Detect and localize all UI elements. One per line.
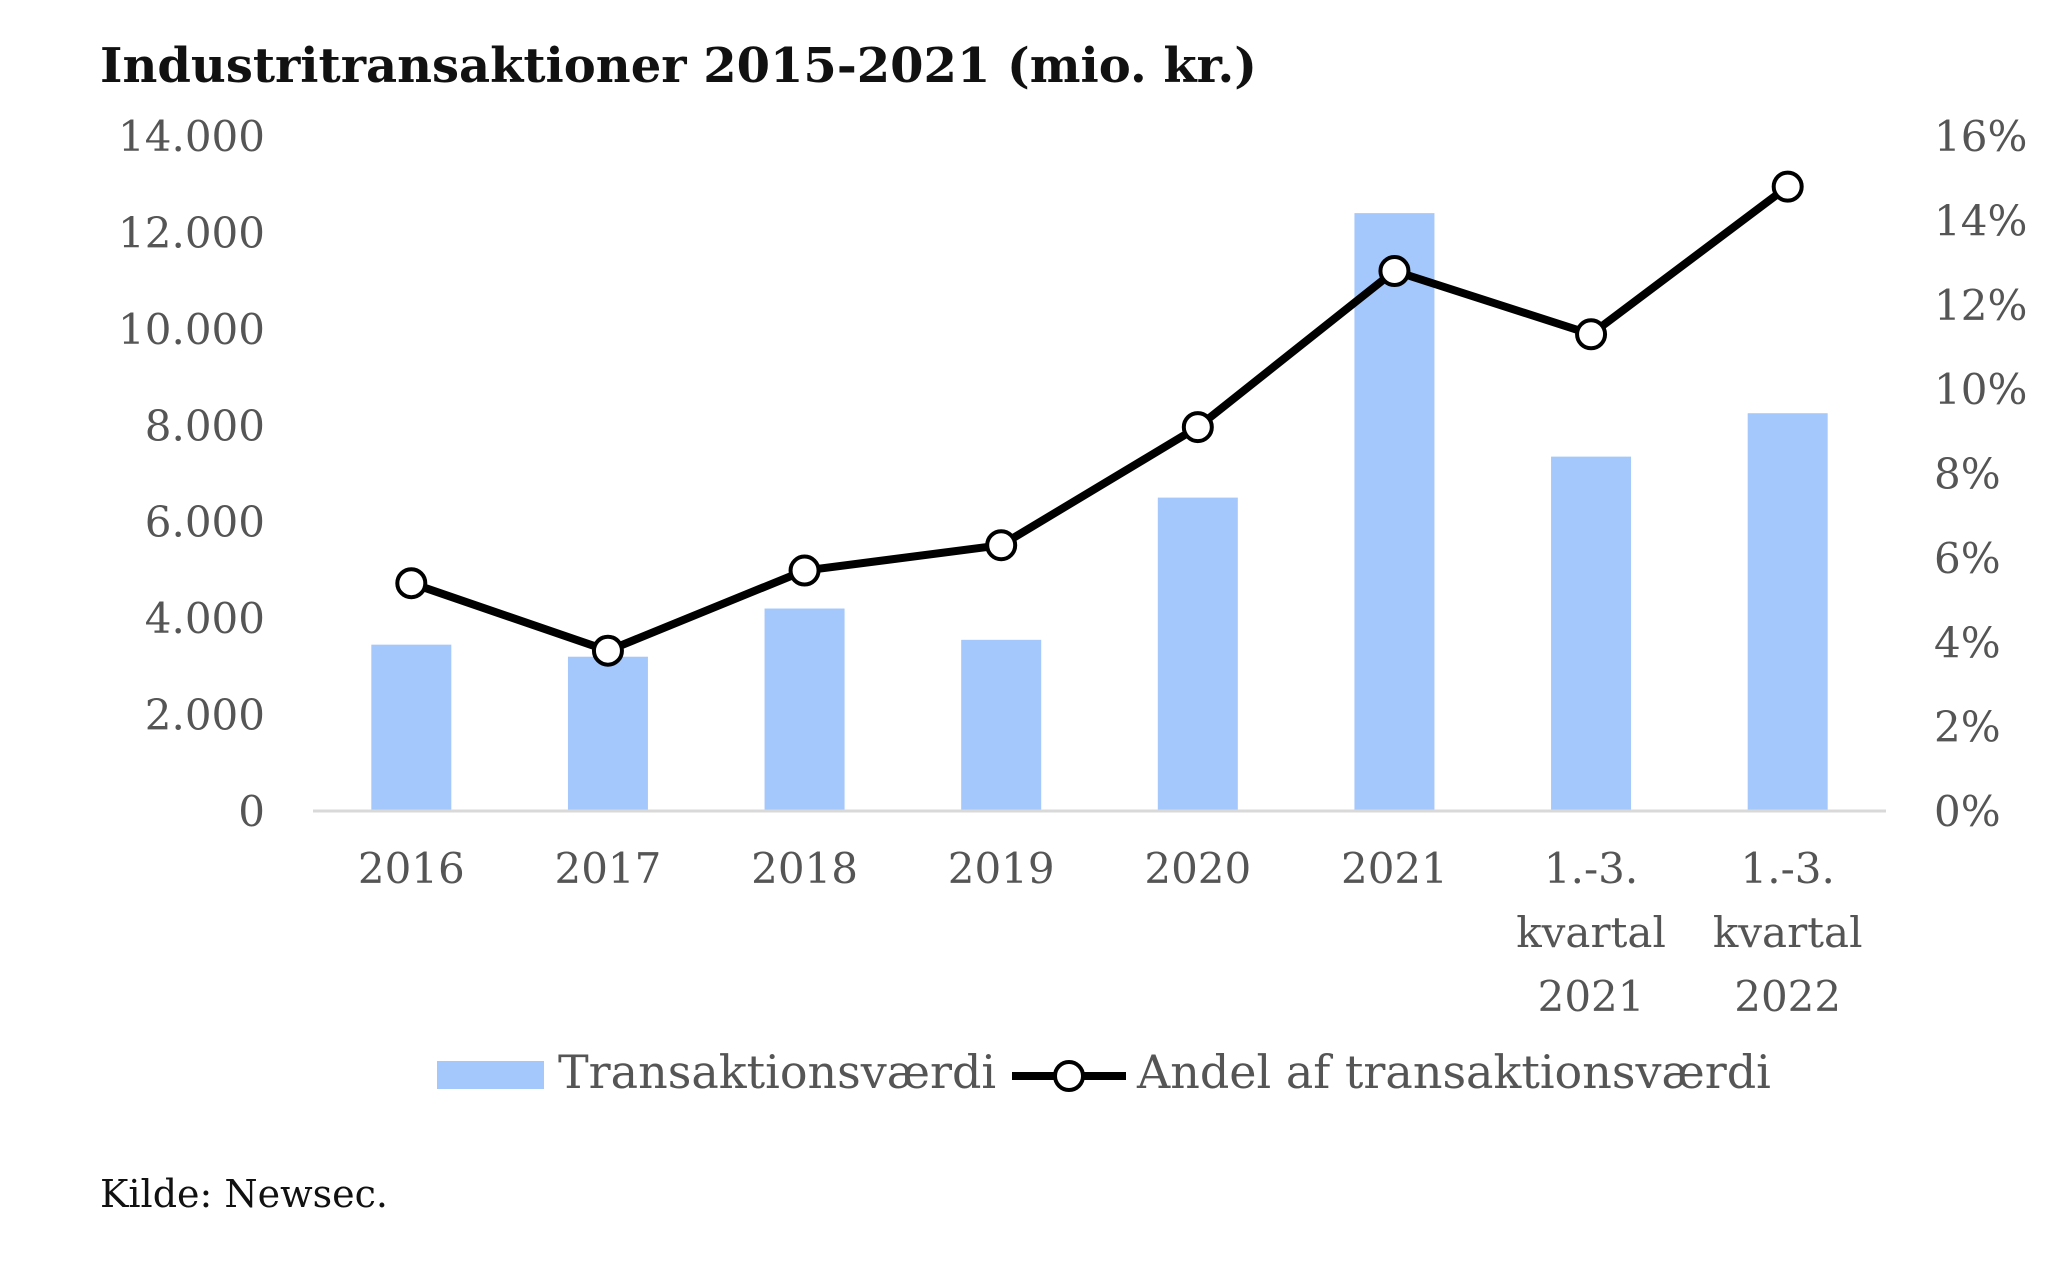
left-axis-tick: 12.000 (118, 208, 265, 257)
line-point (591, 634, 624, 667)
source-note: Kilde: Newsec. (100, 1172, 389, 1216)
line-point (1575, 318, 1608, 351)
right-axis-tick: 4% (1934, 618, 2001, 667)
left-axis-tick: 6.000 (145, 498, 265, 547)
x-tick-label: 2019 (948, 844, 1055, 893)
series-line (407, 182, 1792, 655)
bar (371, 644, 452, 811)
bar (1354, 213, 1435, 812)
x-tick-label: 2018 (751, 844, 858, 893)
right-axis-tick: 0% (1934, 787, 2001, 836)
legend-line-marker (1053, 1060, 1085, 1092)
legend-bar-swatch (437, 1061, 544, 1089)
left-axis-ticks: 0 2.000 4.000 6.000 8.000 10.000 12.000 14.000 (118, 112, 265, 836)
line-series (395, 170, 1804, 667)
line-point (395, 567, 428, 600)
legend-bar-label: Transaktionsværdi (558, 1045, 996, 1099)
x-tick-label: 2021 (1341, 844, 1448, 893)
right-axis-tick: 8% (1934, 450, 2001, 499)
right-axis-tick: 6% (1934, 534, 2001, 583)
bar (764, 608, 845, 811)
bar (1747, 413, 1828, 811)
legend: Transaktionsværdi Andel af transaktionsv… (437, 1045, 1771, 1099)
legend-line-label: Andel af transaktionsværdi (1136, 1045, 1771, 1099)
x-tick-label: 2016 (358, 844, 465, 893)
bar (961, 639, 1042, 811)
left-axis-tick: 2.000 (145, 691, 265, 740)
right-axis-tick: 12% (1934, 281, 2027, 330)
right-axis-tick: 14% (1934, 196, 2027, 245)
right-axis-tick: 10% (1934, 365, 2027, 414)
bar (1551, 456, 1632, 811)
right-axis-tick: 2% (1934, 703, 2001, 752)
left-axis-tick: 14.000 (118, 112, 265, 161)
left-axis-tick: 0 (238, 787, 265, 836)
x-tick-label: 1.-3. kvartal 2021 (1516, 844, 1666, 1021)
left-axis-tick: 4.000 (145, 594, 265, 643)
x-tick-label: 2017 (554, 844, 661, 893)
bar-series (371, 213, 1828, 812)
x-tick-label: 2020 (1144, 844, 1251, 893)
left-axis-tick: 10.000 (118, 305, 265, 354)
chart-title: Industritransaktioner 2015-2021 (mio. kr… (100, 38, 1257, 94)
left-axis-tick: 8.000 (145, 401, 265, 450)
line-point (1378, 255, 1411, 287)
line-point (1181, 411, 1214, 444)
bar (567, 656, 648, 811)
line-point (1771, 170, 1804, 203)
line-point (788, 554, 821, 587)
line-point (985, 529, 1018, 562)
x-tick-label: 1.-3. kvartal 2022 (1713, 844, 1863, 1021)
bar (1157, 497, 1238, 811)
right-axis-ticks: 0% 2% 4% 6% 8% 10% 12% 14% 16% (1934, 112, 2027, 836)
right-axis-tick: 16% (1934, 112, 2027, 161)
x-axis-labels: 2016 2017 2018 2019 2020 2021 1.-3. kvartal 2021… (358, 844, 1863, 1021)
